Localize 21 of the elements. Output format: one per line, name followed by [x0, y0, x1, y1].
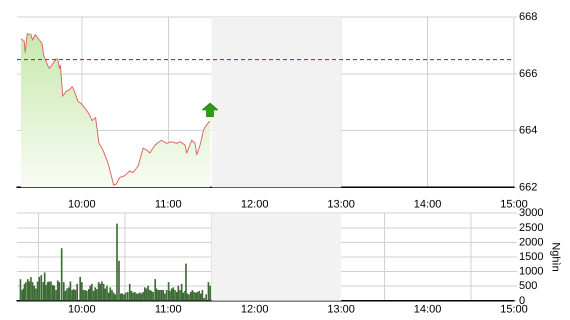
y-tick-label: 2000	[519, 236, 544, 248]
y-tick-label: 1500	[519, 251, 544, 264]
x2-tick-label: 11:00	[154, 198, 182, 211]
x2-tick-label: 14:00	[414, 198, 442, 211]
x2-tick-label: 10:00	[68, 198, 96, 211]
y-tick-label: 1000	[519, 266, 544, 278]
x-tick-label: 14:00	[414, 303, 442, 316]
x2-tick-label: 13:00	[327, 198, 355, 211]
y-tick-label: 668	[519, 11, 538, 24]
y-tick-label: 666	[519, 68, 538, 80]
x-tick-label: 10:00	[68, 303, 96, 316]
y-tick-label: 500	[519, 280, 538, 292]
x-tick-label: 12:00	[240, 303, 268, 316]
x2-tick-label: 12:00	[240, 198, 268, 211]
x-tick-label: 11:00	[154, 303, 182, 316]
y-tick-label: 664	[519, 124, 538, 137]
x-tick-label: 13:00	[327, 303, 355, 316]
x-tick-label: 15:00	[500, 303, 528, 316]
y-tick-label: 662	[519, 181, 538, 194]
y-axis-title: Nghìn	[549, 242, 562, 272]
y-tick-label: 2500	[519, 222, 544, 234]
